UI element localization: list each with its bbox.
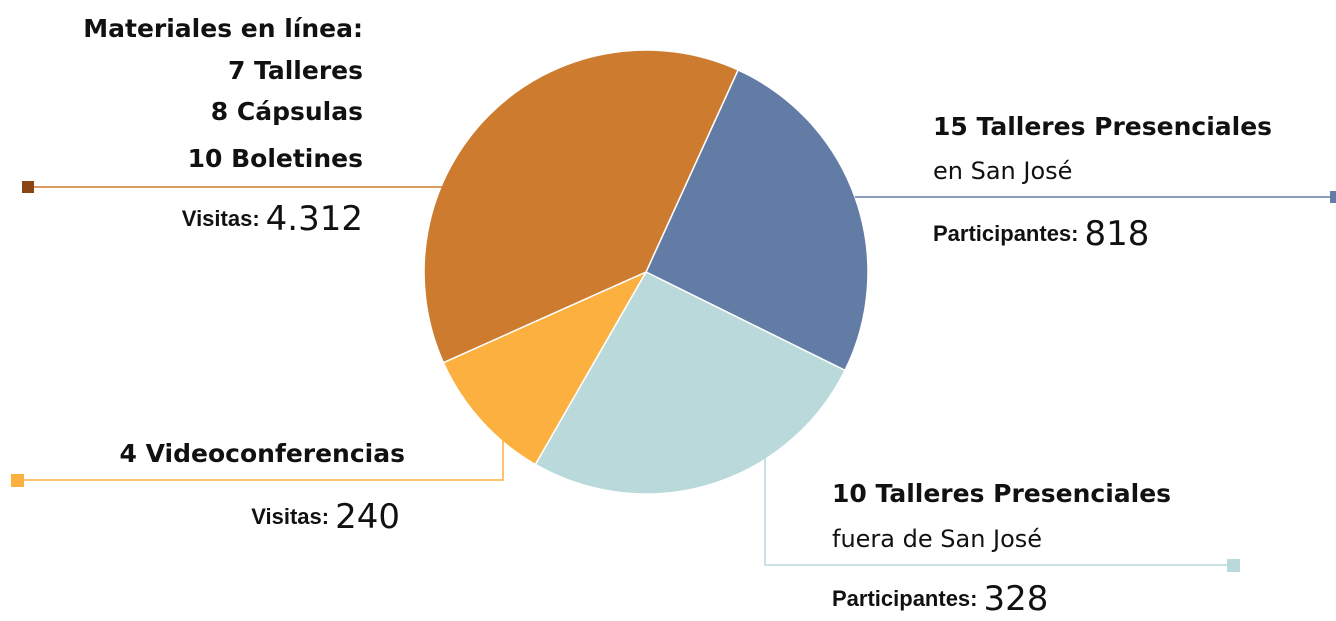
label-title: 10 Boletines <box>188 144 363 173</box>
metric-value: 818 <box>1085 214 1150 254</box>
leader-lines <box>11 181 1336 572</box>
metric-label: Participantes: <box>933 221 1079 246</box>
leader-marker <box>1227 559 1240 572</box>
metric-label: Visitas: <box>182 206 260 231</box>
label-subtitle: fuera de San José <box>832 525 1042 553</box>
label-subtitle: en San José <box>933 157 1072 185</box>
label-title: 15 Talleres Presenciales <box>933 112 1272 141</box>
metric-value: 4.312 <box>266 199 363 239</box>
label-metric: Visitas: 4.312 <box>182 199 363 239</box>
label-title: 10 Talleres Presenciales <box>832 479 1171 508</box>
label-title: 7 Talleres <box>228 56 363 85</box>
label-title: 4 Videoconferencias <box>120 439 405 468</box>
label-metric: Participantes: 818 <box>933 214 1149 254</box>
metric-value: 328 <box>984 579 1049 619</box>
pie-slice <box>423 49 740 364</box>
label-metric: Visitas: 240 <box>251 497 400 537</box>
pie-slice <box>534 271 847 495</box>
metric-label: Visitas: <box>251 504 329 529</box>
leader-line <box>18 440 504 481</box>
label-title: 8 Cápsulas <box>211 97 363 126</box>
label-metric: Participantes: 328 <box>832 579 1048 619</box>
leader-marker <box>1330 191 1336 203</box>
label-title: Materiales en línea: <box>83 14 363 43</box>
metric-value: 240 <box>335 497 400 537</box>
pie <box>423 49 869 495</box>
leader-marker <box>11 474 24 487</box>
leader-line <box>764 400 1233 566</box>
metric-label: Participantes: <box>832 586 978 611</box>
pie-slice <box>442 270 648 466</box>
leader-marker <box>22 181 34 193</box>
